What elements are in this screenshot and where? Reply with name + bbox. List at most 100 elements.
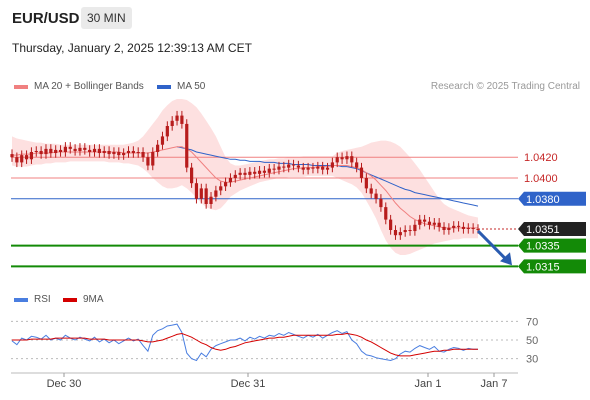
candle-body — [355, 162, 359, 168]
rsi-tick-30: 30 — [526, 354, 538, 366]
candle-body — [156, 144, 160, 152]
level-label-1.0400: 1.0400 — [524, 173, 558, 185]
candle-body — [456, 225, 461, 227]
candle-body — [423, 219, 427, 222]
candle-body — [131, 150, 135, 154]
candle-body — [141, 152, 145, 158]
candle-body — [73, 148, 77, 151]
candle-body — [165, 126, 169, 137]
candle-body — [15, 157, 19, 163]
candle-body — [126, 150, 131, 154]
candle-body — [204, 188, 208, 204]
candle-body — [379, 198, 383, 208]
candle-body — [214, 190, 218, 197]
ma50-swatch — [157, 84, 171, 89]
candle-body — [34, 150, 38, 152]
legend-ma50-label: MA 50 — [177, 81, 206, 92]
candle-body — [384, 207, 388, 220]
candle-body — [219, 186, 223, 191]
candle-body — [359, 167, 364, 178]
level-label-1.0380: 1.0380 — [526, 194, 560, 206]
candle-body — [413, 224, 417, 232]
candle-body — [398, 232, 402, 236]
candle-body — [277, 166, 281, 170]
level-label-1.0335: 1.0335 — [526, 241, 560, 253]
candle-body — [136, 152, 140, 154]
candle-body — [248, 171, 252, 175]
symbol-label: EUR/USD — [12, 10, 80, 27]
candle-body — [403, 230, 407, 233]
candle-body — [58, 149, 63, 152]
ma20-swatch — [14, 84, 28, 89]
candle-body — [345, 156, 349, 160]
candle-body — [471, 227, 475, 229]
candle-body — [228, 178, 233, 183]
candle-body — [190, 167, 194, 184]
last-price-label: 1.0351 — [526, 224, 560, 236]
timeframe-button[interactable]: 30 MIN — [81, 7, 132, 29]
candle-body — [49, 148, 53, 154]
candle-body — [68, 146, 72, 149]
forecast-arrow-head — [500, 252, 512, 266]
candle-body — [267, 168, 271, 173]
candle-body — [432, 222, 436, 225]
candle-body — [107, 150, 111, 155]
candle-body — [92, 148, 97, 152]
rsi-tick-70: 70 — [526, 316, 538, 328]
candle-body — [199, 188, 203, 199]
candle-body — [306, 167, 310, 170]
level-tag-1.0380 — [518, 191, 586, 206]
candle-body — [418, 219, 422, 225]
candle-body — [180, 115, 184, 124]
candle-body — [44, 148, 48, 155]
x-tick-label: Jan 1 — [415, 378, 442, 390]
candle-body — [262, 170, 267, 173]
candle-body — [112, 152, 116, 155]
legend-ma50: MA 50 — [157, 81, 205, 92]
candle-body — [20, 155, 24, 163]
candle-body — [466, 227, 470, 229]
candle-body — [88, 149, 92, 152]
candle-body — [393, 230, 398, 236]
candle-body — [151, 152, 155, 166]
candle-body — [122, 153, 126, 156]
legend-rsi: RSI — [14, 294, 51, 305]
candle-body — [461, 226, 466, 229]
x-tick-label: Dec 31 — [231, 378, 266, 390]
candle-body — [364, 178, 368, 189]
candle-body — [253, 171, 257, 174]
level-label-1.0315: 1.0315 — [526, 261, 560, 273]
candle-body — [146, 157, 150, 166]
chart-header: EUR/USD 30 MIN — [0, 0, 590, 34]
candle-body — [374, 193, 378, 199]
research-credit: Research © 2025 Trading Central — [430, 81, 580, 92]
candle-body — [291, 164, 296, 166]
candle-body — [257, 170, 262, 174]
legend-9ma-label: 9MA — [83, 294, 104, 305]
candle-body — [117, 152, 121, 156]
candle-body — [24, 155, 29, 160]
rsi-swatch — [14, 297, 28, 302]
candle-body — [54, 149, 58, 154]
candle-body — [301, 167, 305, 170]
candle-body — [330, 162, 334, 168]
candle-body — [185, 123, 189, 168]
candle-body — [10, 154, 14, 158]
series-9ma — [12, 332, 478, 357]
candle-body — [340, 157, 344, 160]
candle-body — [39, 150, 43, 155]
forecast-arrow-shaft — [476, 229, 508, 261]
candle-body — [282, 166, 286, 168]
x-tick-label: Dec 30 — [47, 378, 82, 390]
candle-body — [160, 136, 165, 145]
candle-body — [321, 166, 325, 170]
last-price-tag — [518, 221, 586, 236]
candle-body — [335, 157, 339, 163]
candle-body — [287, 164, 291, 168]
candle-body — [452, 225, 456, 228]
candle-body — [223, 182, 228, 187]
candle-body — [311, 167, 315, 169]
candle-body — [272, 168, 276, 170]
candle-body — [296, 165, 300, 168]
